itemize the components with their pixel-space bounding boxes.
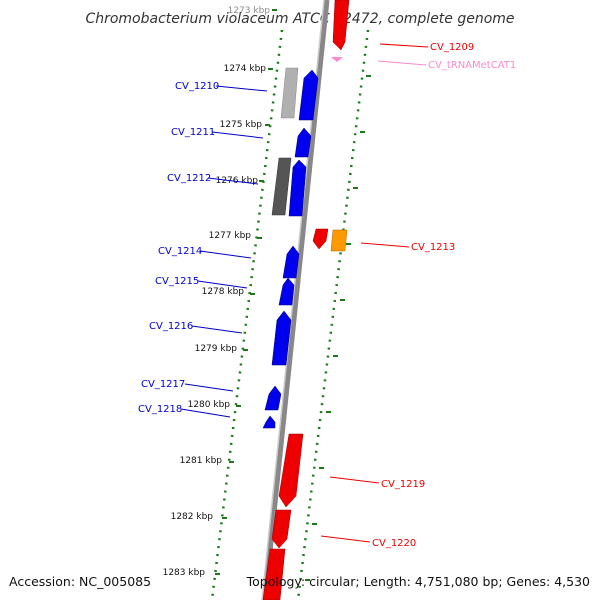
kbp-ticks: 1273 kbp 1274 kbp 1275 kbp 1276 kbp 1277… [163,6,277,578]
genome-summary-text: Topology: circular; Length: 4,751,080 bp… [246,574,590,589]
outer-ring-ticks [305,75,371,581]
gray-feature-1 [280,67,299,119]
label-cv1213: CV_1213 [411,242,455,253]
tick-label: 1278 kbp [202,287,245,297]
trna-cv-trnametcat1 [331,57,343,62]
right-gene-labels: CV_1209 CV_tRNAMetCAT1 CV_1213 CV_1219 C… [320,42,516,549]
tick-1275: 1275 kbp [220,120,270,130]
map-title: Chromobacterium violaceum ATCC 12472, co… [85,11,514,27]
label-cv1212: CV_1212 [167,173,211,184]
left-gene-labels: CV_1210 CV_1211 CV_1212 CV_1214 CV_1215 … [138,81,268,418]
label-cv1220: CV_1220 [372,538,416,549]
forward-genes [262,69,319,429]
label-cv1215: CV_1215 [155,276,199,287]
gene-cv1215 [278,277,295,306]
gene-cv1212 [288,159,307,217]
tick-label: 1273 kbp [228,6,271,16]
tick-1277: 1277 kbp [209,231,262,241]
gene-cv1211 [294,127,312,158]
gene-cv1220-a [271,509,292,549]
gene-cv1213-orange [330,229,348,252]
label-cv1214: CV_1214 [158,246,202,257]
gene-cv1220-b [262,548,286,600]
tick-1278: 1278 kbp [202,287,255,297]
label-cv1217: CV_1217 [141,379,185,390]
accession-text: Accession: NC_005085 [9,574,151,589]
tick-1280: 1280 kbp [188,400,241,410]
tick-1283: 1283 kbp [163,568,220,578]
label-cv1218: CV_1218 [138,404,182,415]
tick-1276: 1276 kbp [216,176,264,186]
tick-label: 1282 kbp [171,512,214,522]
gene-cv1217 [264,385,282,411]
tick-label: 1275 kbp [220,120,263,130]
gene-cv1209 [332,0,350,51]
tick-label: 1277 kbp [209,231,252,241]
tick-1281: 1281 kbp [180,456,234,466]
label-cv1210: CV_1210 [175,81,219,92]
gene-cv1216 [271,310,292,366]
tick-label: 1281 kbp [180,456,223,466]
tick-1273: 1273 kbp [228,6,277,16]
label-cv1211: CV_1211 [171,127,215,138]
tick-1274: 1274 kbp [224,64,273,74]
gene-cv1214 [282,245,300,279]
tick-label: 1283 kbp [163,568,206,578]
tick-label: 1274 kbp [224,64,267,74]
label-cv1216: CV_1216 [149,321,193,332]
gene-cv1213-red [312,228,329,250]
tick-1282: 1282 kbp [171,512,227,522]
tick-label: 1280 kbp [188,400,231,410]
gene-cv1219 [278,433,304,508]
label-cv1209: CV_1209 [430,42,474,53]
reverse-genes [262,0,350,600]
tick-label: 1279 kbp [195,344,238,354]
gray-features [271,67,299,216]
label-cv1219: CV_1219 [381,479,425,490]
label-cv-trnametcat1: CV_tRNAMetCAT1 [428,60,516,71]
tick-1279: 1279 kbp [195,344,248,354]
gray-feature-2 [271,157,292,216]
gene-cv1210 [298,69,319,121]
genome-backbone [262,0,330,600]
gene-cv1218 [262,415,276,429]
